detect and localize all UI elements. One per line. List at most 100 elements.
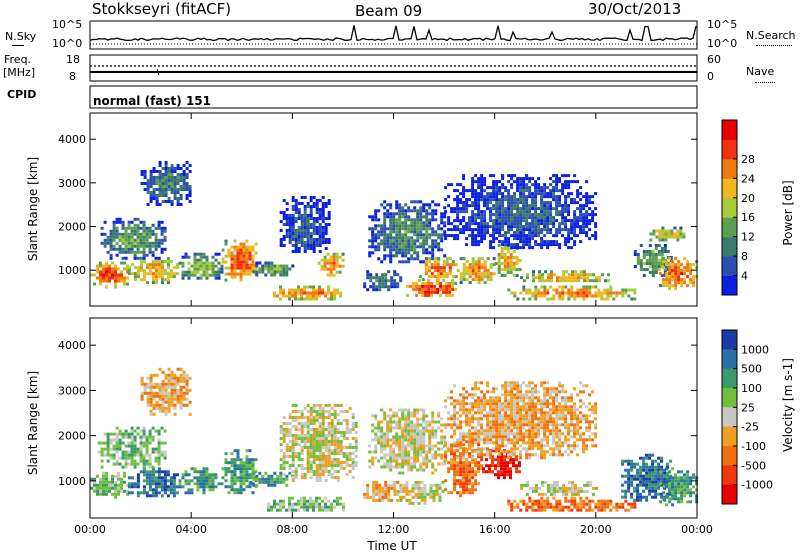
data-cell — [164, 185, 168, 188]
data-cell — [516, 243, 520, 247]
data-cell — [182, 397, 186, 401]
data-cell — [519, 183, 523, 187]
data-cell — [300, 476, 304, 479]
data-cell — [600, 505, 604, 509]
data-cell — [327, 285, 330, 289]
data-cell — [498, 198, 502, 202]
data-cell — [154, 482, 158, 486]
data-cell — [300, 196, 304, 199]
data-cell — [109, 256, 113, 260]
data-cell — [230, 269, 234, 273]
data-cell — [106, 450, 110, 454]
data-cell — [588, 288, 592, 292]
data-cell — [383, 444, 387, 448]
data-cell — [233, 248, 237, 252]
data-cell — [474, 488, 478, 492]
data-cell — [205, 261, 209, 265]
data-cell — [585, 192, 589, 196]
data-cell — [297, 217, 301, 220]
data-cell — [318, 479, 322, 482]
data-cell — [642, 256, 646, 259]
data-cell — [182, 403, 186, 407]
data-cell — [327, 238, 331, 241]
data-cell — [558, 180, 562, 184]
data-cell — [468, 467, 472, 471]
data-cell — [170, 397, 174, 401]
data-cell — [303, 499, 306, 503]
data-cell — [448, 293, 452, 297]
data-cell — [291, 446, 295, 449]
data-cell — [549, 240, 553, 244]
data-cell — [549, 505, 553, 509]
data-cell — [329, 273, 333, 277]
data-cell — [285, 455, 289, 458]
data-cell — [123, 474, 126, 478]
data-cell — [498, 204, 502, 208]
data-cell — [160, 247, 164, 251]
data-cell — [570, 237, 574, 241]
data-cell — [555, 189, 559, 193]
data-cell — [431, 227, 435, 231]
data-cell — [157, 450, 161, 454]
data-cell — [188, 185, 192, 188]
data-cell — [424, 290, 428, 294]
data-cell — [540, 285, 544, 289]
data-cell — [500, 262, 504, 265]
data-cell — [486, 207, 490, 211]
data-cell — [480, 278, 484, 282]
data-cell — [506, 247, 510, 250]
data-cell — [501, 216, 505, 220]
data-cell — [444, 479, 448, 483]
data-cell — [112, 232, 116, 236]
data-cell — [431, 411, 435, 415]
data-cell — [148, 438, 152, 442]
data-cell — [555, 183, 559, 187]
data-cell — [474, 275, 478, 279]
data-cell — [507, 225, 511, 229]
data-cell — [145, 232, 149, 236]
data-cell — [518, 268, 522, 271]
data-cell — [398, 444, 402, 448]
data-cell — [547, 489, 550, 493]
data-cell — [407, 420, 411, 424]
data-cell — [525, 502, 529, 506]
data-cell — [407, 215, 411, 219]
data-cell — [315, 220, 319, 223]
data-cell — [306, 431, 310, 434]
data-cell — [170, 382, 174, 386]
data-cell — [395, 236, 399, 240]
data-cell — [354, 440, 358, 443]
data-cell — [336, 431, 340, 434]
data-cell — [409, 284, 413, 288]
data-cell — [103, 453, 107, 457]
data-cell — [425, 239, 429, 243]
data-cell — [126, 483, 129, 487]
data-cell — [401, 206, 405, 210]
data-cell — [318, 428, 322, 431]
data-cell — [184, 473, 188, 477]
data-cell — [510, 198, 514, 202]
data-cell — [115, 426, 119, 430]
data-cell — [507, 288, 511, 292]
data-cell — [300, 434, 304, 437]
data-cell — [124, 456, 128, 460]
data-cell — [332, 267, 336, 271]
data-cell — [444, 455, 448, 459]
data-cell — [395, 206, 399, 210]
cpid-strip — [89, 85, 698, 109]
data-cell — [163, 441, 167, 445]
data-cell — [303, 247, 307, 250]
data-cell — [154, 256, 158, 260]
data-cell — [300, 235, 304, 238]
data-cell — [279, 477, 283, 481]
data-cell — [267, 508, 270, 512]
data-cell — [157, 438, 161, 442]
data-cell — [540, 207, 544, 211]
data-cell — [96, 267, 99, 271]
data-cell — [145, 241, 149, 245]
data-cell — [450, 491, 454, 495]
data-cell — [158, 385, 162, 389]
data-cell — [279, 291, 282, 295]
data-cell — [342, 419, 346, 422]
data-cell — [151, 263, 155, 267]
